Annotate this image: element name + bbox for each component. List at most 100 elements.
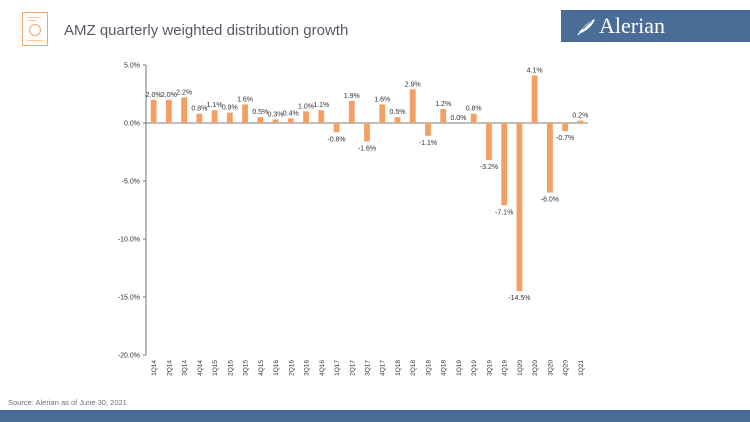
y-tick-label: 5.0% bbox=[124, 63, 140, 70]
bar bbox=[577, 120, 584, 123]
data-label: 0.2% bbox=[572, 113, 588, 120]
bar bbox=[318, 110, 325, 123]
data-label: 1.1% bbox=[207, 102, 223, 109]
x-tick-label: 1Q19 bbox=[456, 360, 463, 376]
data-label: 0.8% bbox=[466, 106, 482, 113]
bar bbox=[333, 123, 340, 133]
x-tick-label: 4Q15 bbox=[258, 360, 265, 376]
bar bbox=[562, 123, 569, 132]
bar bbox=[440, 109, 447, 123]
footer-bar bbox=[0, 410, 750, 422]
bar bbox=[394, 117, 401, 123]
bar bbox=[196, 113, 203, 123]
x-tick-label: 3Q16 bbox=[304, 360, 311, 376]
data-label: 0.5% bbox=[252, 109, 268, 116]
x-tick-label: 4Q16 bbox=[319, 360, 326, 376]
bar bbox=[531, 75, 538, 123]
x-tick-label: 1Q15 bbox=[212, 360, 219, 376]
bar bbox=[181, 97, 187, 123]
data-label: 2.2% bbox=[176, 89, 192, 96]
bar bbox=[165, 99, 172, 123]
data-label: 0.9% bbox=[222, 105, 238, 112]
x-tick-label: 3Q14 bbox=[182, 360, 189, 376]
bar bbox=[516, 123, 523, 292]
y-tick-label: -10.0% bbox=[118, 237, 140, 244]
data-label: 0.0% bbox=[450, 115, 466, 122]
bar bbox=[211, 110, 218, 123]
bar bbox=[150, 99, 157, 123]
data-label: -7.1% bbox=[495, 209, 513, 216]
data-label: -1.1% bbox=[419, 140, 437, 147]
x-tick-label: 2Q15 bbox=[227, 360, 234, 376]
data-label: 0.5% bbox=[389, 109, 405, 116]
x-tick-label: 2Q14 bbox=[166, 360, 173, 376]
x-tick-label: 2Q20 bbox=[532, 360, 539, 376]
bar bbox=[547, 123, 553, 193]
y-tick-label: -5.0% bbox=[122, 179, 140, 186]
bar bbox=[501, 123, 508, 206]
y-tick-label: -20.0% bbox=[118, 353, 140, 360]
x-tick-label: 1Q20 bbox=[517, 360, 524, 376]
x-tick-label: 2Q17 bbox=[349, 360, 356, 376]
bar bbox=[379, 104, 386, 123]
bar bbox=[364, 123, 370, 142]
data-label: -6.0% bbox=[541, 197, 559, 204]
x-tick-label: 3Q15 bbox=[243, 360, 250, 376]
data-label: 2.0% bbox=[161, 92, 177, 99]
bar bbox=[242, 104, 248, 123]
data-label: 0.4% bbox=[283, 110, 299, 117]
data-label: 1.6% bbox=[237, 96, 253, 103]
bar bbox=[348, 100, 355, 123]
bar bbox=[425, 123, 431, 136]
bar bbox=[486, 123, 492, 161]
leaf-logo-icon bbox=[577, 19, 595, 36]
data-label: 0.3% bbox=[268, 112, 284, 119]
x-tick-label: 4Q18 bbox=[441, 360, 448, 376]
data-label: -0.7% bbox=[556, 135, 574, 142]
bar bbox=[470, 113, 477, 123]
report-logo-icon bbox=[22, 12, 48, 46]
brand-name: Alerian bbox=[599, 13, 665, 38]
source-note: Source: Alerian as of June 30, 2021 bbox=[8, 398, 127, 407]
x-tick-label: 1Q16 bbox=[273, 360, 280, 376]
data-label: -1.6% bbox=[358, 146, 376, 153]
x-tick-label: 1Q14 bbox=[151, 360, 158, 376]
brand-banner: Alerian bbox=[561, 10, 750, 42]
bar bbox=[287, 118, 294, 123]
chart-title: AMZ quarterly weighted distribution grow… bbox=[64, 22, 349, 39]
bar bbox=[257, 117, 264, 123]
x-tick-label: 4Q17 bbox=[380, 360, 387, 376]
data-label: 1.1% bbox=[313, 102, 329, 109]
x-tick-label: 4Q20 bbox=[563, 360, 570, 376]
data-label: 1.9% bbox=[344, 93, 360, 100]
bar bbox=[303, 111, 309, 123]
x-tick-label: 1Q17 bbox=[334, 360, 341, 376]
data-label: -14.5% bbox=[508, 295, 530, 302]
data-label: 2.0% bbox=[146, 92, 162, 99]
bar bbox=[272, 119, 279, 123]
x-tick-label: 1Q21 bbox=[578, 360, 585, 376]
bar bbox=[226, 112, 233, 123]
y-tick-label: -15.0% bbox=[118, 295, 140, 302]
x-tick-label: 3Q18 bbox=[425, 360, 432, 376]
x-tick-label: 4Q19 bbox=[502, 360, 509, 376]
x-tick-label: 4Q14 bbox=[197, 360, 204, 376]
data-label: -0.8% bbox=[327, 136, 345, 143]
data-label: 1.2% bbox=[435, 101, 451, 108]
data-label: 0.8% bbox=[191, 106, 207, 113]
data-label: 1.0% bbox=[298, 103, 314, 110]
data-label: 2.9% bbox=[405, 81, 421, 88]
x-tick-label: 3Q20 bbox=[547, 360, 554, 376]
data-label: -3.2% bbox=[480, 164, 498, 171]
data-label: 1.6% bbox=[374, 96, 390, 103]
data-label: 4.1% bbox=[527, 67, 543, 74]
x-tick-label: 2Q19 bbox=[471, 360, 478, 376]
y-tick-label: 0.0% bbox=[124, 121, 140, 128]
bar bbox=[409, 89, 416, 123]
x-tick-label: 2Q16 bbox=[288, 360, 295, 376]
x-tick-label: 3Q19 bbox=[486, 360, 493, 376]
x-tick-label: 3Q17 bbox=[365, 360, 372, 376]
x-tick-label: 1Q18 bbox=[395, 360, 402, 376]
x-tick-label: 2Q18 bbox=[410, 360, 417, 376]
